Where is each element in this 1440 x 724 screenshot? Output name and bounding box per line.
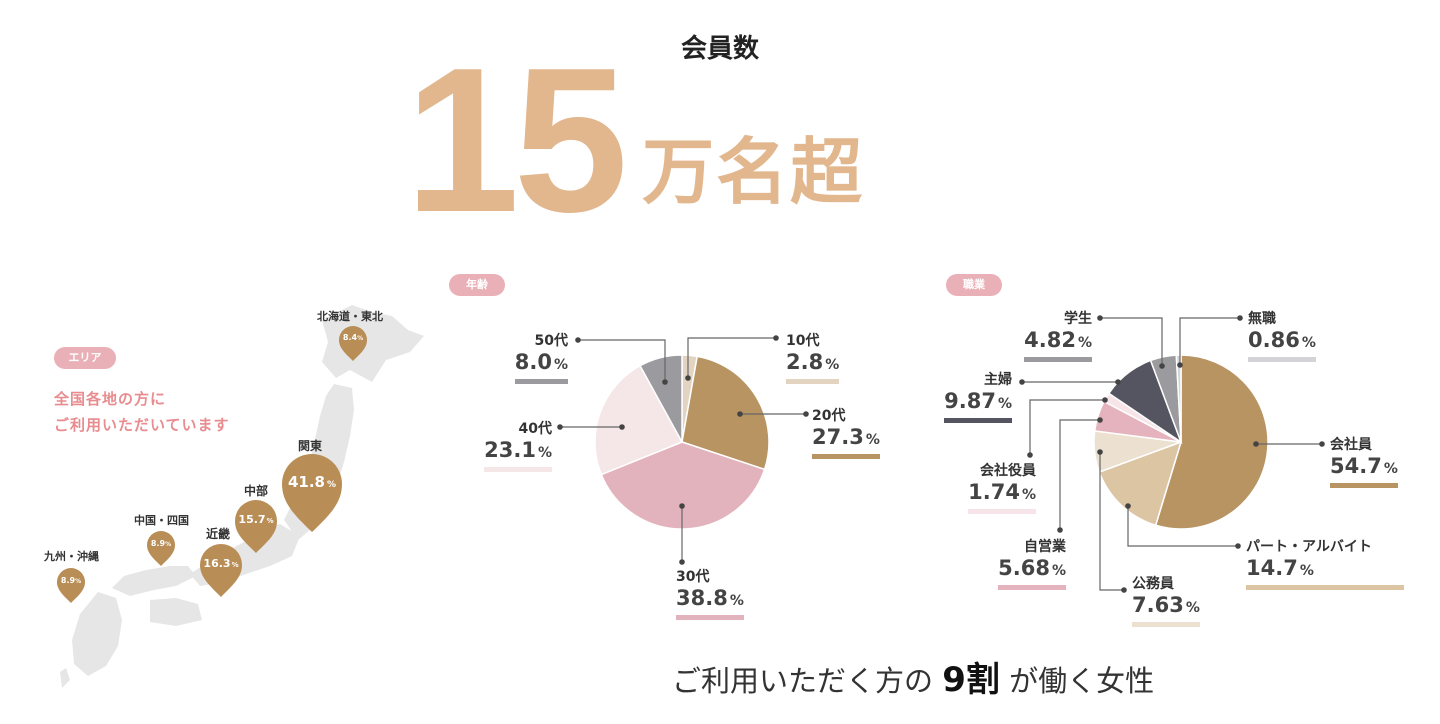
job-leader-4 bbox=[1027, 397, 1108, 458]
region-pins bbox=[57, 326, 367, 603]
age-slice-3 bbox=[594, 364, 684, 476]
age-leader-0 bbox=[685, 335, 779, 381]
region-label: 中国・四国 bbox=[134, 514, 189, 527]
job-label-student: 学生 4.82% bbox=[1016, 308, 1092, 362]
pin-hokkaido-tohoku bbox=[339, 326, 367, 361]
age-label-40s: 40代 23.1% bbox=[482, 418, 552, 472]
job-label-employee: 会社員 54.7% bbox=[1330, 434, 1398, 488]
region-value: 41.8% bbox=[287, 473, 337, 491]
job-label-executive: 会社役員 1.74% bbox=[956, 460, 1036, 514]
occupation-chart-title: 職業 bbox=[946, 274, 1002, 296]
map-chugoku bbox=[112, 566, 196, 596]
member-count: 15 万名超 bbox=[405, 25, 865, 255]
area-description: 全国各地の方に ご利用いただいています bbox=[54, 386, 230, 438]
age-label-50s: 50代 8.0% bbox=[504, 330, 568, 384]
job-leader-3 bbox=[1057, 417, 1103, 533]
region-label: 近畿 bbox=[206, 527, 231, 541]
job-leader-6 bbox=[1097, 315, 1165, 369]
age-leader-2 bbox=[679, 503, 685, 565]
member-count-unit: 万名超 bbox=[642, 130, 865, 214]
region-value: 8.9% bbox=[150, 539, 172, 548]
age-label-30s: 30代 38.8% bbox=[676, 566, 744, 620]
region-label: 九州・沖縄 bbox=[44, 550, 99, 563]
job-label-unemployed: 無職 0.86% bbox=[1248, 308, 1316, 362]
job-leader-0 bbox=[1253, 441, 1325, 447]
footer-before: ご利用いただく方の bbox=[672, 664, 934, 698]
region-value: 8.9% bbox=[60, 576, 82, 585]
map-kyushu bbox=[72, 592, 122, 676]
age-chart-title: 年齢 bbox=[449, 274, 505, 296]
region-value: 15.7% bbox=[238, 513, 274, 526]
age-label-20s: 20代 27.3% bbox=[812, 405, 880, 459]
map-hokkaido bbox=[322, 305, 424, 382]
map-okinawa bbox=[60, 668, 70, 688]
job-slice-1 bbox=[1098, 440, 1183, 527]
job-label-parttime: パート・アルバイト 14.7% bbox=[1246, 536, 1404, 590]
region-value: 16.3% bbox=[203, 557, 239, 570]
footer-message: ご利用いただく方の 9割 が働く女性 bbox=[672, 652, 1154, 701]
age-slice-2 bbox=[600, 441, 766, 530]
pin-kyushu-okinawa bbox=[57, 568, 85, 603]
pin-kinki bbox=[200, 544, 242, 597]
area-description-line2: ご利用いただいています bbox=[54, 416, 230, 434]
region-value: 8.4% bbox=[342, 333, 364, 342]
pin-kanto bbox=[282, 454, 342, 532]
job-label-self-employed: 自営業 5.68% bbox=[980, 536, 1066, 590]
member-count-number: 15 bbox=[405, 25, 628, 255]
footer-highlight: 9割 bbox=[942, 660, 1000, 700]
job-label-housewife: 主婦 9.87% bbox=[938, 369, 1012, 423]
age-slice-1 bbox=[681, 355, 770, 471]
region-label: 中部 bbox=[244, 484, 269, 498]
pin-chugoku-shikoku bbox=[147, 531, 175, 566]
job-slice-0 bbox=[1154, 354, 1269, 530]
age-label-10s: 10代 2.8% bbox=[786, 330, 840, 384]
job-leader-5 bbox=[1019, 379, 1121, 385]
region-label: 関東 bbox=[298, 439, 323, 453]
age-leader-4 bbox=[575, 337, 668, 385]
pin-chubu bbox=[235, 500, 277, 553]
job-leader-1 bbox=[1125, 503, 1241, 549]
footer-after: が働く女性 bbox=[1009, 664, 1155, 698]
page-title: 会員数 bbox=[680, 34, 759, 64]
area-description-line1: 全国各地の方に bbox=[54, 390, 167, 408]
job-leader-7 bbox=[1177, 315, 1243, 368]
job-slice-7 bbox=[1175, 354, 1182, 443]
job-label-civil-servant: 公務員 7.63% bbox=[1132, 573, 1200, 627]
age-leader-1 bbox=[737, 411, 809, 417]
map-shikoku bbox=[150, 598, 202, 626]
age-leader-3 bbox=[557, 424, 625, 430]
region-label: 北海道・東北 bbox=[317, 310, 383, 323]
job-leader-2 bbox=[1097, 449, 1127, 593]
area-badge: エリア bbox=[54, 347, 116, 369]
age-slice-4 bbox=[639, 354, 683, 443]
